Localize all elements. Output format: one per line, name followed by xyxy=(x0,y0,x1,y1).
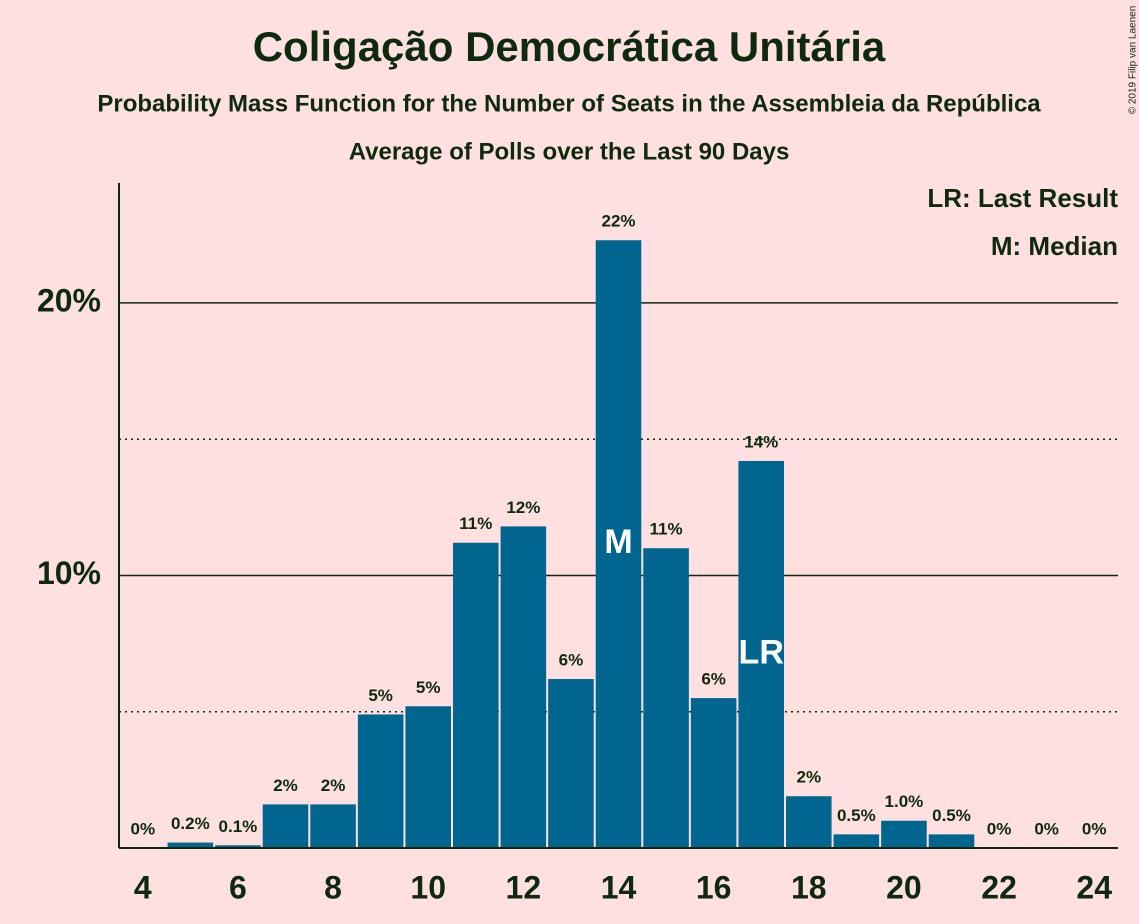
bar xyxy=(310,804,356,848)
value-label: 0% xyxy=(130,819,155,838)
x-tick-label: 8 xyxy=(324,869,342,905)
x-tick-label: 10 xyxy=(410,869,446,905)
value-label: 12% xyxy=(506,498,540,517)
bar xyxy=(738,460,784,848)
value-label: 11% xyxy=(650,520,683,539)
chart-title: Coligação Democrática Unitária xyxy=(253,23,886,70)
bar xyxy=(643,548,689,848)
bar xyxy=(548,679,594,848)
bar xyxy=(690,698,737,848)
value-label: 2% xyxy=(273,776,298,795)
x-tick-label: 6 xyxy=(229,869,247,905)
value-label: 1.0% xyxy=(885,792,924,811)
copyright: © 2019 Filip van Laenen xyxy=(1128,6,1139,115)
value-label: 11% xyxy=(459,514,492,533)
x-tick-label: 22 xyxy=(981,869,1017,905)
value-label: 2% xyxy=(321,776,346,795)
x-tick-label: 4 xyxy=(134,869,152,905)
value-label: 6% xyxy=(701,670,726,689)
bar xyxy=(405,706,451,848)
bar xyxy=(786,796,832,848)
value-label: 14% xyxy=(744,432,778,451)
legend-last-result: LR: Last Result xyxy=(927,183,1118,213)
y-tick-label: 10% xyxy=(37,555,101,591)
bar xyxy=(833,834,880,848)
x-tick-label: 14 xyxy=(601,869,637,905)
chart-subtitle-2: Average of Polls over the Last 90 Days xyxy=(349,138,790,165)
value-label: 5% xyxy=(368,686,393,705)
bar xyxy=(167,842,214,848)
bar xyxy=(500,526,547,848)
x-tick-label: 24 xyxy=(1076,869,1112,905)
value-label: 0% xyxy=(1034,819,1059,838)
bar-annotation: M xyxy=(604,523,632,561)
bar xyxy=(595,240,642,848)
value-label: 0.1% xyxy=(219,817,258,836)
value-label: 6% xyxy=(559,651,584,670)
x-tick-label: 12 xyxy=(506,869,542,905)
value-label: 0.2% xyxy=(171,814,210,833)
x-tick-label: 18 xyxy=(791,869,827,905)
legend-median: M: Median xyxy=(991,231,1118,261)
bar xyxy=(881,820,927,848)
value-label: 22% xyxy=(601,212,635,231)
bar xyxy=(215,845,261,848)
x-tick-label: 16 xyxy=(696,869,732,905)
bar-annotation: LR xyxy=(739,633,784,671)
value-label: 5% xyxy=(416,678,441,697)
value-label: 0.5% xyxy=(932,806,971,825)
value-label: 0% xyxy=(1082,819,1107,838)
y-tick-label: 20% xyxy=(37,282,101,318)
value-label: 0% xyxy=(987,819,1012,838)
chart-subtitle: Probability Mass Function for the Number… xyxy=(97,90,1041,117)
value-label: 0.5% xyxy=(837,806,876,825)
bar xyxy=(357,714,404,848)
bar xyxy=(262,804,309,848)
bar xyxy=(928,834,975,848)
x-tick-label: 20 xyxy=(886,869,922,905)
bar xyxy=(453,542,499,848)
value-label: 2% xyxy=(796,768,821,787)
